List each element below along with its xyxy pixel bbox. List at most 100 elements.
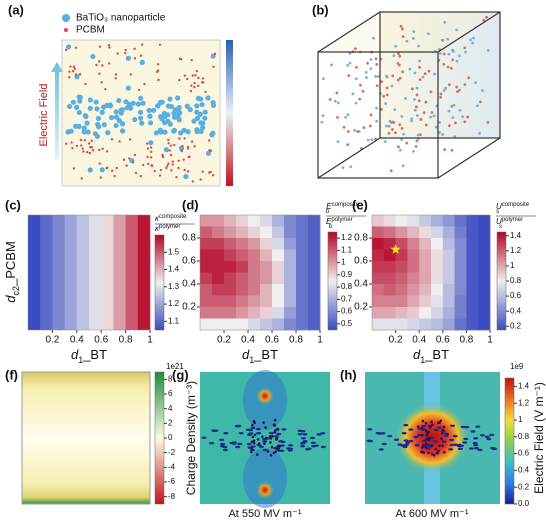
heatmap-cell xyxy=(52,215,65,330)
pcbm xyxy=(167,162,170,165)
heatmap-cell xyxy=(236,318,249,331)
particle xyxy=(427,438,430,442)
particle xyxy=(273,424,277,427)
particle xyxy=(414,443,420,447)
particles xyxy=(366,419,497,457)
heatmap-cell xyxy=(200,249,213,262)
pcbm xyxy=(474,81,478,85)
heatmap-cell xyxy=(478,249,491,262)
pcbm xyxy=(140,43,144,46)
heatmap-cell xyxy=(372,261,385,273)
subscript: 1 xyxy=(420,355,425,365)
nanoparticle xyxy=(375,84,379,88)
heatmap-cell xyxy=(308,295,321,308)
nanoparticle xyxy=(380,80,384,84)
nanoparticle xyxy=(361,89,365,93)
nanoparticle xyxy=(415,93,419,97)
svg-text:κpolymer: κpolymer xyxy=(155,224,180,234)
particle xyxy=(310,436,316,440)
colorbar-scale: 1e9 xyxy=(510,362,524,371)
pcbm xyxy=(450,66,453,70)
heatmap-cell xyxy=(454,307,467,319)
pcbm xyxy=(443,20,447,24)
pcbm xyxy=(171,160,174,163)
heatmap-cell xyxy=(383,307,396,319)
pcbm xyxy=(90,139,93,143)
heatmap-cell xyxy=(431,272,444,285)
heatmap-cell xyxy=(454,295,467,308)
pcbm xyxy=(197,84,200,87)
heatmap-cell xyxy=(383,226,396,239)
particle xyxy=(261,435,264,438)
colorbar-tick-label: -8 xyxy=(168,492,176,501)
heatmap-cell xyxy=(236,215,249,227)
particle xyxy=(255,427,261,431)
heatmap-cell xyxy=(224,284,237,296)
nanoparticle xyxy=(369,58,373,61)
particle xyxy=(297,432,303,436)
nanoparticle xyxy=(419,117,423,121)
pcbm xyxy=(430,111,434,114)
heatmap-cell xyxy=(442,261,455,273)
pcbm xyxy=(421,75,425,79)
rest: _BT xyxy=(82,347,107,362)
nanoparticle xyxy=(401,70,404,74)
x-axis-label: d1_BT xyxy=(242,347,278,365)
heatmap-cell xyxy=(466,215,479,227)
pcbm xyxy=(466,115,470,119)
particle xyxy=(280,440,286,444)
particle xyxy=(425,447,431,450)
heatmap-cell xyxy=(212,307,225,319)
x-tick-label: 0.8 xyxy=(119,335,133,346)
nanoparticle xyxy=(365,76,368,79)
pcbm xyxy=(190,84,193,87)
pcbm xyxy=(412,150,415,153)
heatmap-cell xyxy=(383,318,396,331)
pcbm xyxy=(161,153,164,157)
field-hotspot xyxy=(256,481,274,499)
heatmap-cell xyxy=(419,249,432,262)
field-label: Electric Field xyxy=(38,84,50,147)
heatmap-cell xyxy=(308,261,321,273)
particle xyxy=(223,432,229,435)
heatmap-cell xyxy=(383,295,396,308)
heatmap-cell xyxy=(308,284,321,296)
particle xyxy=(277,444,281,448)
nanoparticle xyxy=(408,67,412,71)
pcbm xyxy=(209,170,212,174)
colorbar-tick-label: 1.1 xyxy=(168,316,180,325)
nanoparticle xyxy=(175,95,181,101)
nanoparticle xyxy=(202,109,208,115)
cube-edge xyxy=(437,137,501,179)
pcbm xyxy=(213,52,217,56)
x-tick-label: 0.2 xyxy=(389,335,403,346)
y-tick-label: 0.2 xyxy=(182,302,196,313)
heatmap-cell xyxy=(383,272,396,285)
pcbm xyxy=(204,90,207,94)
pcbm xyxy=(129,73,133,76)
pcbm xyxy=(398,123,402,127)
colorbar-tick-label: 1.5 xyxy=(168,247,180,256)
pcbm xyxy=(139,54,143,57)
pcbm xyxy=(193,81,196,85)
particle xyxy=(434,447,437,451)
pcbm xyxy=(116,52,119,55)
heatmap-cell xyxy=(284,318,297,331)
pcbm xyxy=(168,149,171,152)
pcbm xyxy=(101,64,104,67)
heatmap-cell xyxy=(224,238,237,250)
pcbm xyxy=(451,58,455,62)
nanoparticle xyxy=(96,124,102,130)
colorbar-tick-label: 4 xyxy=(168,404,173,413)
colorbar-tick-label: 0.4 xyxy=(518,466,530,475)
heatmap-cell xyxy=(284,226,297,239)
pcbm xyxy=(485,15,488,19)
pcbm xyxy=(64,142,68,145)
nanoparticle xyxy=(347,74,351,77)
pcbm xyxy=(359,83,362,87)
caption: At 550 MV m⁻¹ xyxy=(228,508,301,520)
particle xyxy=(473,437,479,440)
heatmap-cell xyxy=(442,215,455,227)
pcbm xyxy=(442,62,446,66)
colorbar-tick-label: 0.5 xyxy=(341,319,353,328)
